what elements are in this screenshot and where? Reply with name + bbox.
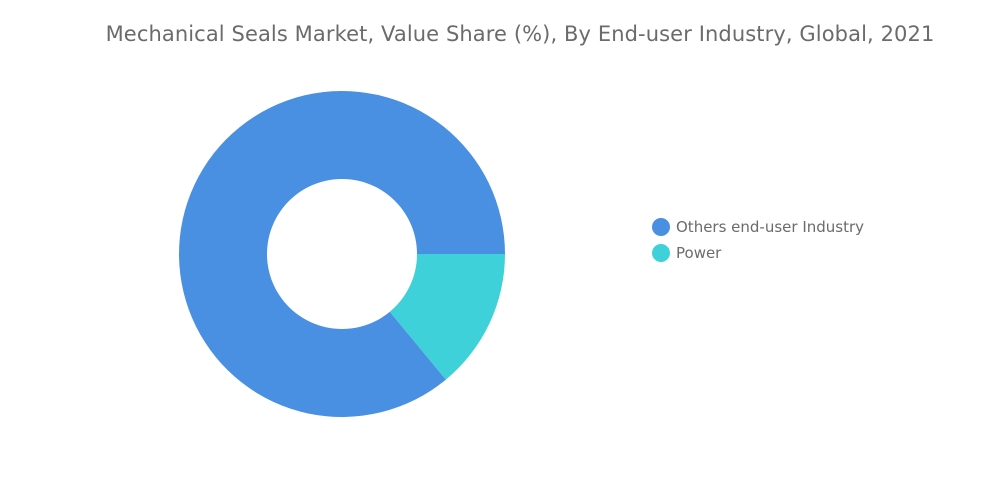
legend-swatch-power <box>652 244 670 262</box>
legend-label-power: Power <box>676 244 722 262</box>
legend: Others end-user Industry Power <box>652 214 864 266</box>
legend-item-power[interactable]: Power <box>652 240 864 266</box>
chart-title: Mechanical Seals Market, Value Share (%)… <box>105 22 935 46</box>
slice-others[interactable] <box>179 90 506 417</box>
legend-swatch-others <box>652 218 670 236</box>
slice-power[interactable] <box>389 254 505 380</box>
legend-label-others: Others end-user Industry <box>676 218 865 236</box>
legend-item-others[interactable]: Others end-user Industry <box>652 214 864 240</box>
